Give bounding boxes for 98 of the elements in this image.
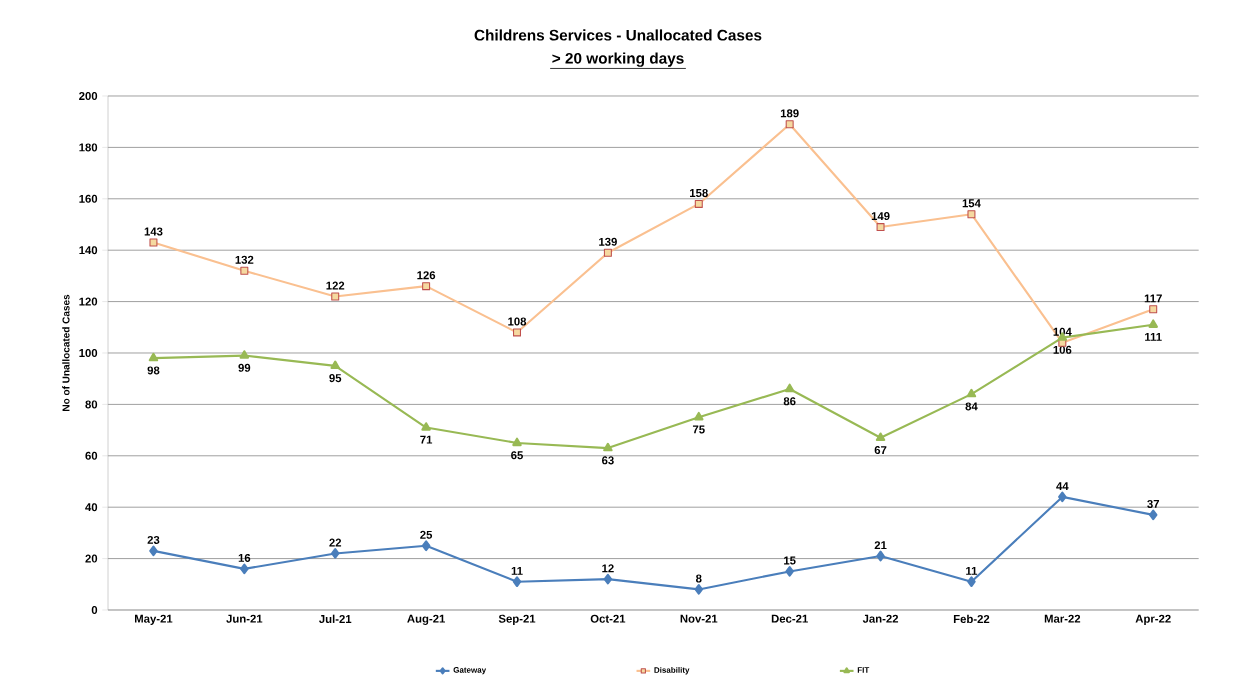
data-label: 15 bbox=[784, 556, 796, 565]
data-label: 63 bbox=[602, 456, 614, 465]
legend-label: FIT bbox=[857, 667, 870, 673]
y-tick-label: 180 bbox=[79, 143, 98, 152]
data-label: 111 bbox=[1145, 332, 1162, 341]
x-tick-label: Aug-21 bbox=[407, 614, 445, 626]
point bbox=[1148, 509, 1158, 521]
point bbox=[422, 282, 431, 291]
point bbox=[421, 540, 431, 552]
y-tick-label: 120 bbox=[79, 297, 98, 306]
data-label: 106 bbox=[1053, 345, 1072, 354]
data-label: 143 bbox=[144, 227, 163, 236]
data-label: 158 bbox=[690, 188, 708, 197]
data-label: 65 bbox=[511, 451, 523, 460]
point bbox=[784, 383, 795, 393]
data-label: 154 bbox=[962, 199, 981, 208]
point bbox=[330, 548, 340, 559]
point bbox=[875, 432, 886, 441]
point bbox=[967, 576, 976, 588]
y-tick-label: 140 bbox=[79, 246, 98, 255]
data-label: 44 bbox=[1056, 482, 1069, 490]
x-tick-label: Apr-22 bbox=[1135, 614, 1171, 625]
point bbox=[1148, 319, 1158, 328]
data-label: 12 bbox=[602, 564, 614, 573]
point bbox=[603, 248, 612, 257]
point bbox=[148, 352, 159, 362]
data-label: 99 bbox=[238, 363, 251, 372]
y-tick-label: 0 bbox=[91, 605, 98, 614]
point bbox=[694, 411, 704, 421]
data-label: 11 bbox=[966, 566, 978, 575]
data-label: 22 bbox=[329, 538, 342, 547]
y-axis-title: No of Unallocated Cases bbox=[62, 294, 70, 411]
y-tick-label: 80 bbox=[85, 400, 98, 409]
x-tick-label: Sep-21 bbox=[498, 614, 536, 625]
point bbox=[239, 350, 250, 359]
point bbox=[330, 360, 340, 370]
point bbox=[1058, 491, 1067, 503]
x-tick-label: Jun-21 bbox=[226, 614, 263, 623]
data-label: 67 bbox=[874, 446, 887, 455]
data-label: 23 bbox=[147, 535, 160, 544]
data-label: 8 bbox=[695, 574, 702, 583]
data-label: 122 bbox=[326, 281, 345, 290]
data-label: 126 bbox=[417, 271, 436, 280]
point bbox=[694, 584, 704, 595]
point bbox=[603, 442, 613, 452]
chart-title: Childrens Services - Unallocated Cases bbox=[474, 29, 762, 41]
x-tick-label: Nov-21 bbox=[680, 614, 718, 623]
data-label: 189 bbox=[780, 109, 799, 118]
point bbox=[966, 388, 977, 398]
point bbox=[513, 328, 522, 337]
point bbox=[421, 422, 431, 431]
data-label: 16 bbox=[238, 553, 251, 562]
x-tick-label: Jul-21 bbox=[319, 614, 352, 624]
y-tick-label: 60 bbox=[85, 451, 98, 460]
point bbox=[967, 210, 976, 219]
y-tick-label: 100 bbox=[79, 348, 98, 357]
data-label: 86 bbox=[783, 397, 796, 406]
data-label: 132 bbox=[235, 255, 254, 264]
y-tick-label: 40 bbox=[85, 503, 98, 512]
x-tick-label: May-21 bbox=[134, 614, 173, 625]
point bbox=[331, 292, 340, 301]
point bbox=[694, 199, 703, 208]
point bbox=[876, 223, 885, 232]
data-label: 108 bbox=[508, 317, 527, 326]
point bbox=[1149, 305, 1158, 314]
legend-label: Disability bbox=[654, 666, 690, 675]
data-label: 11 bbox=[511, 566, 523, 575]
data-label: 139 bbox=[599, 237, 617, 246]
data-label: 149 bbox=[871, 212, 890, 221]
point bbox=[240, 266, 249, 275]
x-tick-label: Mar-22 bbox=[1044, 614, 1081, 623]
point bbox=[785, 120, 794, 129]
data-label: 95 bbox=[329, 374, 342, 383]
x-tick-label: Dec-21 bbox=[771, 614, 808, 623]
data-label: 71 bbox=[420, 435, 433, 444]
point bbox=[149, 545, 158, 557]
point bbox=[785, 566, 794, 577]
x-tick-label: Jan-22 bbox=[862, 614, 899, 623]
data-label: 75 bbox=[692, 425, 705, 434]
x-tick-label: Feb-22 bbox=[953, 614, 990, 624]
point bbox=[876, 550, 885, 562]
data-label: 25 bbox=[420, 530, 433, 539]
y-tick-label: 200 bbox=[79, 91, 98, 100]
data-label: 21 bbox=[874, 541, 887, 550]
point bbox=[512, 576, 522, 588]
point bbox=[512, 437, 522, 447]
y-tick-label: 160 bbox=[79, 194, 98, 203]
legend-label: Gateway bbox=[453, 667, 487, 675]
data-label: 98 bbox=[147, 366, 160, 375]
x-tick-label: Oct-21 bbox=[590, 614, 626, 623]
chart-subtitle: > 20 working days bbox=[552, 52, 684, 67]
data-label: 117 bbox=[1144, 294, 1162, 303]
data-label: 37 bbox=[1147, 499, 1160, 508]
point bbox=[149, 238, 158, 247]
point bbox=[240, 563, 249, 575]
y-tick-label: 20 bbox=[85, 554, 98, 563]
point bbox=[603, 573, 613, 585]
data-label: 84 bbox=[965, 402, 978, 411]
